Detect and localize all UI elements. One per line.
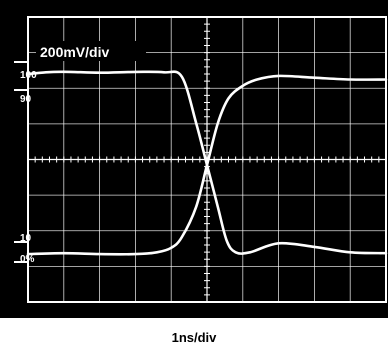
time-scale-label: 1ns/div — [171, 330, 217, 345]
graticule-ticks — [27, 16, 387, 303]
level-label-0: 0% — [20, 254, 35, 265]
scale-label-background — [36, 41, 146, 61]
rising-edge-trace — [26, 74, 388, 256]
level-label-10: 10 — [20, 233, 32, 244]
level-label-90: 90 — [20, 94, 32, 105]
scale-label: 200mV/div — [40, 44, 109, 60]
waveform-traces — [26, 70, 388, 256]
level-label-100: 100 — [20, 70, 37, 81]
